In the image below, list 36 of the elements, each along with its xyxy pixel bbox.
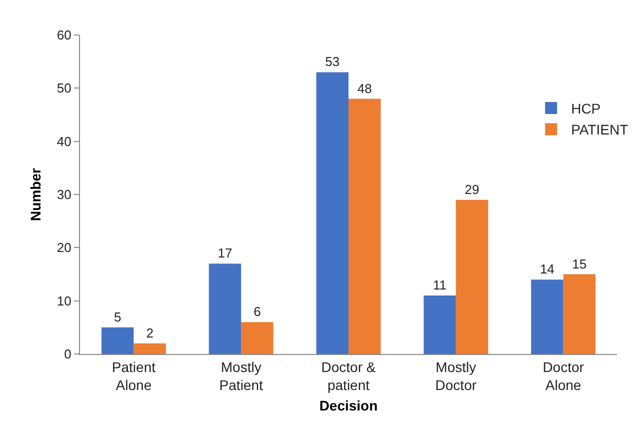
y-axis-title: Number: [28, 168, 44, 221]
x-tick-label: Doctor Alone: [542, 358, 584, 393]
bar: [531, 280, 564, 354]
bar: [456, 200, 488, 354]
legend-label: HCP: [571, 100, 601, 116]
y-tick-label: 50: [56, 80, 72, 96]
y-tick-label: 0: [64, 346, 72, 362]
y-tick-label: 30: [56, 187, 72, 202]
data-label: 29: [464, 182, 480, 197]
bar: [208, 264, 242, 354]
x-tick-label: Mostly Doctor: [435, 358, 477, 393]
data-label: 2: [146, 325, 154, 340]
y-tick-label: 10: [56, 293, 72, 308]
y-tick-label: 40: [56, 134, 72, 149]
data-label: 53: [325, 54, 340, 70]
bar: [316, 72, 348, 354]
legend-label: PATIENT: [571, 122, 629, 138]
x-axis-title: Decision: [319, 397, 378, 414]
data-label: 48: [357, 80, 372, 96]
data-label: 5: [114, 309, 122, 324]
bar: [348, 98, 381, 354]
x-tick-label: Mostly Patient: [219, 358, 263, 393]
data-label: 14: [540, 262, 554, 277]
data-label: 6: [254, 304, 261, 320]
bar: [101, 327, 134, 354]
y-tick-label: 60: [56, 28, 72, 43]
bar: [134, 343, 166, 354]
bar: [563, 274, 596, 354]
bar: [424, 296, 456, 354]
bar: [241, 322, 274, 354]
x-tick-label: Patient Alone: [112, 358, 156, 393]
data-label: 11: [433, 278, 447, 293]
data-label: 17: [218, 246, 232, 261]
y-tick-label: 20: [56, 240, 72, 256]
data-label: 15: [572, 256, 587, 272]
x-tick-label: Doctor & patient: [321, 358, 376, 393]
